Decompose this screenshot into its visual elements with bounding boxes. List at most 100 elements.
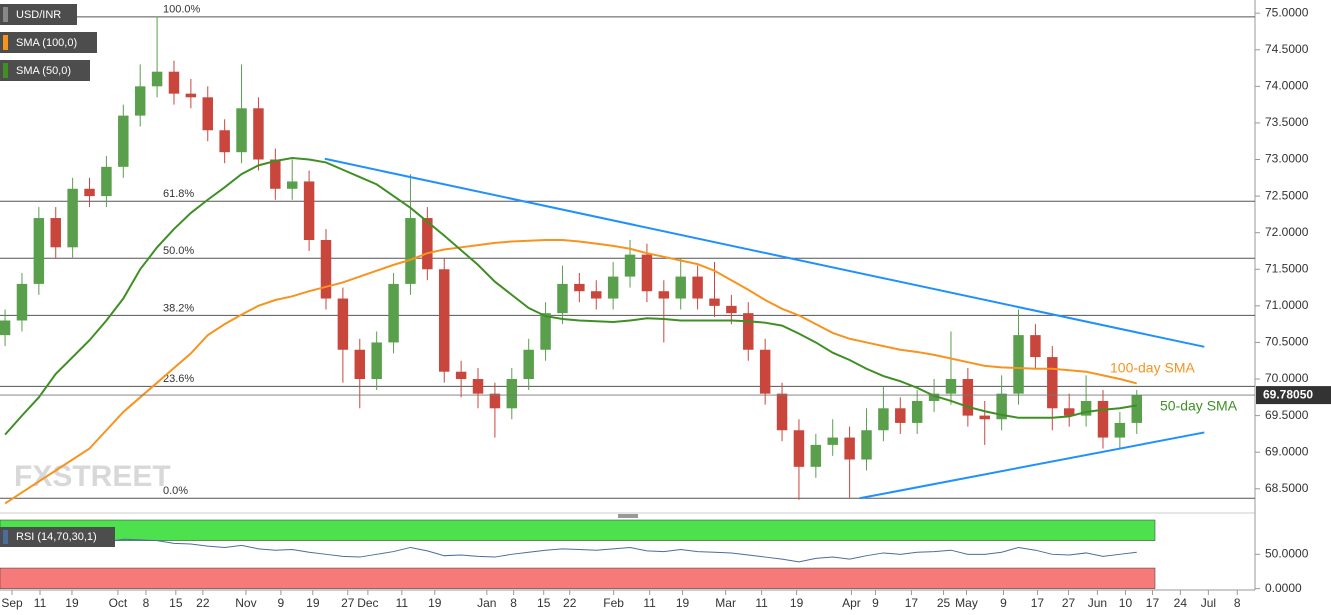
legend-swatch	[3, 7, 8, 22]
candle-body	[844, 437, 855, 460]
candle-body	[202, 97, 213, 131]
x-tick-label: 9	[872, 596, 879, 610]
candle-body	[624, 254, 636, 277]
candle-body	[472, 379, 484, 394]
candle-body	[709, 298, 720, 306]
candle-body	[253, 108, 264, 160]
legend-label: SMA (50,0)	[16, 65, 71, 77]
candle-body	[726, 305, 737, 314]
x-tick-label: 11	[396, 596, 409, 610]
x-tick-label: 8	[143, 596, 150, 610]
x-tick-label: 19	[65, 596, 79, 610]
x-tick-label: 25	[937, 596, 951, 610]
candle-body	[438, 269, 450, 372]
candle-body	[658, 291, 670, 299]
legend-box[interactable]	[0, 60, 90, 81]
x-tick-label: 15	[169, 596, 183, 610]
x-tick-label: 8	[1234, 596, 1241, 610]
candle-body	[455, 371, 467, 380]
rsi-band	[0, 567, 1156, 589]
candle-body	[67, 188, 78, 248]
x-tick-label: Dec	[357, 596, 378, 610]
x-tick-label: 11	[755, 596, 768, 610]
x-tick-label: Oct	[109, 596, 128, 610]
candle-body	[405, 218, 416, 284]
x-tick-label: 8	[510, 596, 517, 610]
x-tick-label: 17	[1146, 596, 1160, 610]
rsi-band	[0, 519, 1156, 541]
x-tick-label: 9	[1000, 596, 1007, 610]
candle-body	[1030, 335, 1041, 358]
candle-body	[996, 393, 1007, 420]
candle-body	[776, 393, 788, 431]
x-tick-label: 17	[905, 596, 919, 610]
y-tick-label: 71.5000	[1265, 261, 1309, 275]
trend-line	[324, 157, 1205, 348]
y-tick-label: 73.5000	[1265, 115, 1309, 129]
rsi-label-box[interactable]	[0, 527, 115, 547]
candle-body	[641, 254, 653, 292]
annotation: 100-day SMA	[1110, 360, 1195, 376]
y-tick-label: 73.0000	[1265, 152, 1309, 166]
legend-box[interactable]	[0, 32, 97, 53]
candle-body	[810, 444, 822, 467]
sma-line	[4, 157, 1137, 436]
candle-body	[236, 108, 247, 153]
candle-body	[50, 218, 61, 248]
x-tick-label: Sep	[1, 596, 23, 610]
y-tick-label: 74.0000	[1265, 79, 1309, 93]
candle-body	[489, 393, 501, 409]
candle-body	[219, 130, 230, 153]
x-tick-label: 24	[1174, 596, 1188, 610]
candle-body	[928, 393, 940, 401]
candle-body	[540, 313, 551, 350]
sma-line	[4, 239, 1138, 505]
x-tick-label: Jun	[1088, 596, 1107, 610]
candle-body	[151, 71, 163, 87]
last-price-label: 69.78050	[1263, 387, 1313, 401]
candle-body	[506, 379, 518, 409]
rsi-label: RSI (14,70,30,1)	[16, 531, 97, 543]
x-tick-label: Nov	[235, 596, 256, 610]
y-tick-label: 0.0000	[1265, 581, 1302, 595]
candle-body	[337, 298, 349, 350]
resize-handle[interactable]	[618, 514, 638, 518]
candle-body	[0, 320, 11, 336]
fib-label: 100.0%	[163, 4, 201, 16]
candle-body	[1114, 422, 1126, 438]
x-tick-label: 9	[278, 596, 285, 610]
y-tick-label: 68.5000	[1265, 481, 1309, 495]
fib-label: 0.0%	[163, 485, 188, 497]
fib-label: 38.2%	[163, 302, 194, 314]
candle-body	[675, 276, 686, 299]
candle-body	[286, 181, 298, 189]
candle-body	[1080, 400, 1092, 416]
x-tick-label: 22	[196, 596, 210, 610]
y-tick-label: 70.0000	[1265, 371, 1309, 385]
candle-body	[1097, 400, 1109, 438]
x-tick-label: 11	[643, 596, 656, 610]
y-tick-label: 74.5000	[1265, 42, 1309, 56]
candle-body	[84, 188, 95, 197]
x-tick-label: 19	[790, 596, 804, 610]
fib-label: 23.6%	[163, 373, 194, 385]
y-tick-label: 69.0000	[1265, 444, 1309, 458]
x-tick-label: Apr	[842, 596, 861, 610]
y-tick-label: 69.5000	[1265, 408, 1309, 422]
legend-label: USD/INR	[16, 9, 61, 21]
y-tick-label: 72.0000	[1265, 225, 1309, 239]
x-tick-label: Jul	[1201, 596, 1216, 610]
legend-box[interactable]	[0, 4, 77, 25]
candle-body	[303, 181, 315, 240]
candle-body	[793, 430, 805, 467]
candle-body	[101, 166, 112, 197]
candle-body	[759, 349, 771, 394]
y-tick-label: 72.5000	[1265, 188, 1309, 202]
candle-body	[1131, 395, 1142, 423]
candle-body	[911, 400, 923, 423]
candle-body	[979, 415, 990, 420]
x-tick-label: Feb	[603, 596, 624, 610]
candle-body	[591, 291, 602, 299]
